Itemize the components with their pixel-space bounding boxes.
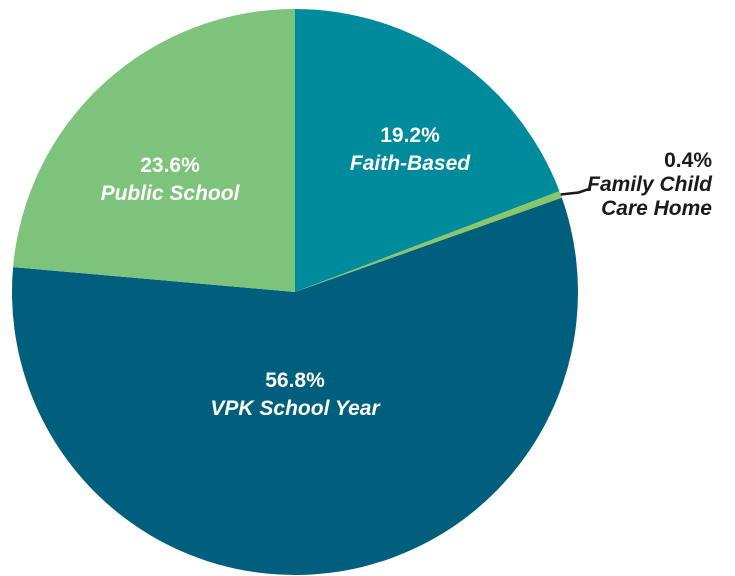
pie-slice: [295, 191, 562, 292]
category-label: VPK School Year: [210, 397, 380, 420]
value-label: 23.6%: [140, 154, 200, 177]
slice-label: 56.8% VPK School Year: [210, 367, 379, 423]
slice-label: 0.4% Family Child Care Home: [572, 149, 712, 221]
leader-line: [560, 187, 592, 196]
value-label: 56.8%: [265, 369, 325, 392]
category-label: Public School: [100, 182, 240, 205]
value-label: 19.2%: [380, 124, 440, 147]
slice-label: 19.2% Faith-Based: [350, 122, 470, 178]
category-label: Faith-Based: [349, 152, 471, 175]
slice-label: 23.6% Public School: [101, 152, 240, 208]
pie-slice: [12, 197, 579, 575]
category-label: Family Child Care Home: [587, 173, 712, 220]
pie-slice: [295, 9, 560, 292]
pie-slice: [13, 9, 296, 292]
value-label: 0.4%: [664, 149, 712, 172]
